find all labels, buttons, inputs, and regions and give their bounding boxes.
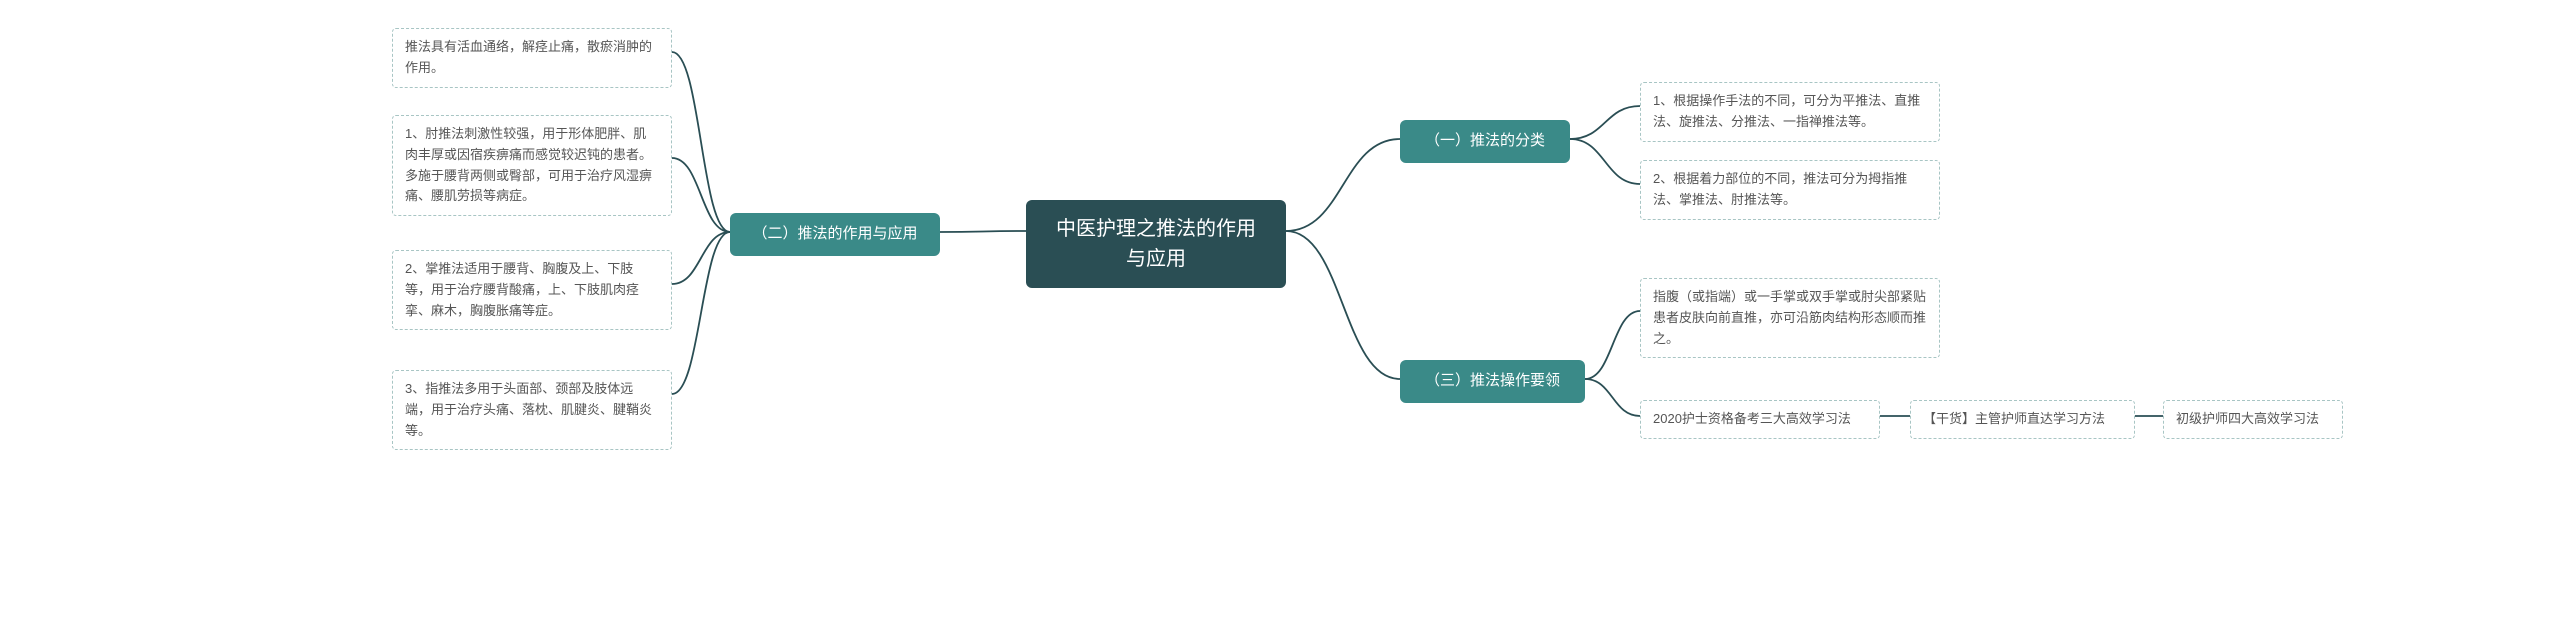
root-node: 中医护理之推法的作用与应用	[1026, 200, 1286, 288]
connectors	[0, 0, 2560, 633]
branch-3: （三）推法操作要领	[1400, 360, 1585, 403]
leaf-b3-2b: 初级护师四大高效学习法	[2163, 400, 2343, 439]
branch-2: （二）推法的作用与应用	[730, 213, 940, 256]
leaf-b2-1: 1、肘推法刺激性较强，用于形体肥胖、肌肉丰厚或因宿疾痹痛而感觉较迟钝的患者。多施…	[392, 115, 672, 216]
leaf-b2-3: 3、指推法多用于头面部、颈部及肢体远端，用于治疗头痛、落枕、肌腱炎、腱鞘炎等。	[392, 370, 672, 450]
leaf-b3-1: 指腹（或指端）或一手掌或双手掌或肘尖部紧贴患者皮肤向前直推，亦可沿筋肉结构形态顺…	[1640, 278, 1940, 358]
leaf-b1-2: 2、根据着力部位的不同，推法可分为拇指推法、掌推法、肘推法等。	[1640, 160, 1940, 220]
leaf-b1-1: 1、根据操作手法的不同，可分为平推法、直推法、旋推法、分推法、一指禅推法等。	[1640, 82, 1940, 142]
leaf-b2-2: 2、掌推法适用于腰背、胸腹及上、下肢等，用于治疗腰背酸痛，上、下肢肌肉痉挛、麻木…	[392, 250, 672, 330]
leaf-b2-0: 推法具有活血通络，解痉止痛，散瘀消肿的作用。	[392, 28, 672, 88]
leaf-b3-2a: 【干货】主管护师直达学习方法	[1910, 400, 2135, 439]
branch-1: （一）推法的分类	[1400, 120, 1570, 163]
leaf-b3-2: 2020护士资格备考三大高效学习法	[1640, 400, 1880, 439]
